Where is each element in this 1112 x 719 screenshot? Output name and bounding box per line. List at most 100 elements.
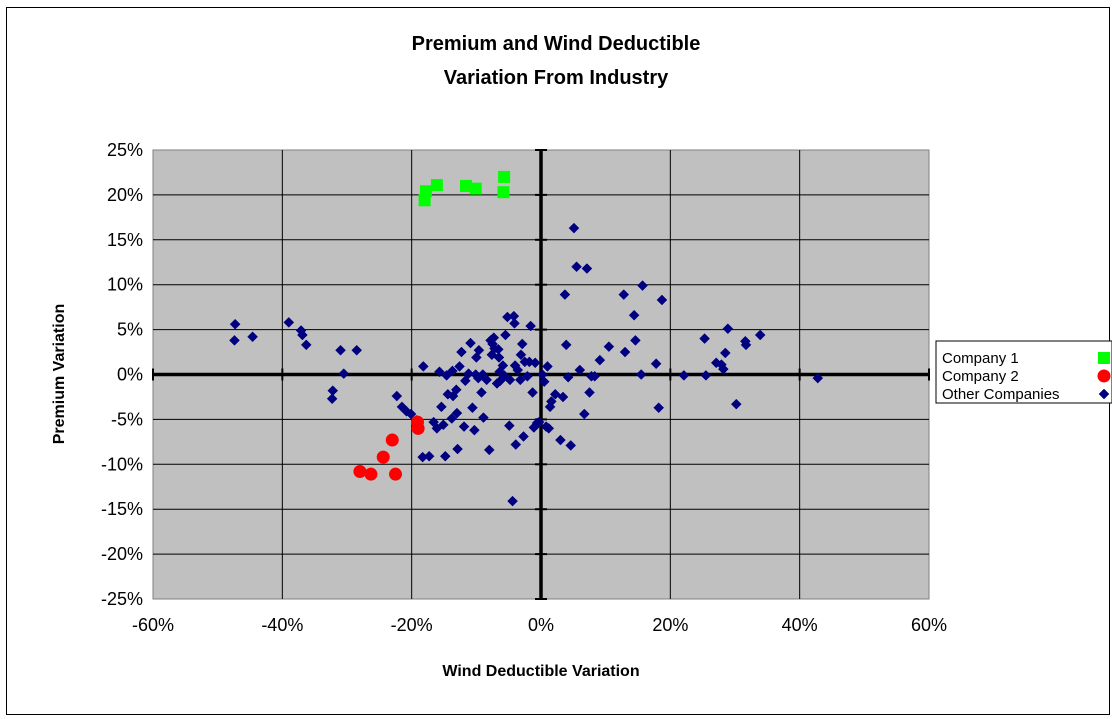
other-company-point [565, 440, 577, 451]
other-company-point [481, 374, 493, 386]
other-company-point [297, 329, 308, 341]
company-1-point [497, 186, 510, 199]
other-company-point [335, 344, 346, 356]
other-company-point [571, 261, 582, 273]
other-company-point [578, 408, 590, 420]
other-company-point [557, 391, 569, 403]
other-company-point [509, 317, 520, 329]
other-company-point [555, 434, 566, 446]
other-company-point [527, 387, 538, 398]
other-company-point [812, 372, 824, 384]
other-company-point [522, 370, 533, 382]
other-company-point [699, 333, 710, 344]
other-company-point [473, 344, 485, 356]
other-company-point [635, 369, 647, 380]
other-company-point [417, 361, 429, 372]
chart-title-line-2: Variation From Industry [444, 67, 669, 89]
other-company-point [630, 335, 641, 346]
x-tick-label: -20% [391, 615, 433, 635]
other-company-point [740, 339, 752, 351]
other-company-point [529, 357, 541, 369]
other-company-point [467, 402, 478, 414]
company-2-point [364, 467, 378, 481]
other-company-point [656, 294, 668, 306]
company-2-point [385, 433, 399, 447]
other-company-point [247, 331, 258, 343]
other-company-point [543, 423, 555, 434]
other-company-point [560, 339, 572, 351]
company-2-point [353, 464, 367, 478]
other-company-point [618, 289, 630, 300]
other-company-point [619, 346, 631, 358]
other-company-point [447, 365, 458, 377]
other-company-point [454, 361, 465, 372]
other-company-point [525, 320, 537, 332]
other-company-point [451, 407, 463, 419]
y-tick-label: 10% [107, 275, 143, 295]
other-company-point [300, 339, 312, 351]
other-company-point [518, 431, 529, 442]
other-company-point [516, 338, 528, 350]
other-company-point [754, 329, 766, 341]
x-tick-label: 20% [652, 615, 688, 635]
company-1-point [469, 182, 482, 195]
other-company-point [465, 337, 476, 349]
other-company-point [478, 412, 489, 423]
x-tick-label: 60% [911, 615, 947, 635]
data-points [229, 170, 824, 507]
other-company-point [549, 388, 561, 400]
other-company-point [326, 393, 338, 405]
other-company-point [678, 370, 690, 381]
other-company-point [456, 346, 467, 358]
company-1-point [419, 185, 432, 198]
other-company-point [504, 374, 516, 386]
x-tick-label: -60% [132, 615, 174, 635]
other-company-point [514, 374, 526, 386]
other-company-point [568, 222, 580, 234]
other-company-point [450, 384, 462, 396]
other-company-point [730, 398, 742, 410]
chart-title-line-1: Premium and Wind Deductible [412, 33, 701, 55]
y-tick-label: -25% [101, 589, 143, 609]
other-company-point [229, 335, 240, 346]
other-company-point [391, 390, 403, 402]
other-company-point [338, 368, 350, 379]
other-company-point [515, 349, 527, 361]
y-tick-label: 5% [117, 320, 143, 340]
other-company-point [500, 329, 511, 341]
y-axis-label: Premium Variation [51, 304, 68, 445]
other-company-point [538, 376, 550, 388]
other-company-point [437, 419, 449, 431]
legend-label: Other Companies [942, 386, 1060, 403]
other-company-point [603, 341, 615, 353]
other-company-point [722, 323, 734, 335]
y-tick-label: -5% [111, 409, 143, 429]
legend-box [935, 340, 1112, 404]
y-tick-label: -20% [101, 544, 143, 564]
other-company-point [637, 280, 648, 291]
other-company-point [503, 420, 515, 432]
other-company-point [581, 263, 593, 274]
company-2-point [411, 421, 425, 435]
other-company-point [584, 387, 595, 398]
other-company-point [559, 289, 571, 300]
other-company-point [458, 421, 470, 432]
x-tick-label: -40% [261, 615, 303, 635]
legend-marker [1097, 369, 1111, 383]
legend-marker [1098, 388, 1110, 400]
other-company-point [719, 347, 731, 359]
other-company-point [589, 370, 601, 382]
other-company-point [507, 495, 518, 507]
other-company-point [283, 317, 295, 328]
other-company-point [574, 364, 586, 376]
other-company-point [510, 439, 522, 450]
other-company-point [650, 358, 662, 370]
other-company-point [542, 361, 553, 372]
y-tick-label: 20% [107, 185, 143, 205]
other-company-point [476, 387, 487, 398]
other-company-point [436, 401, 447, 413]
other-company-point [562, 371, 574, 383]
tick-labels: 25% 20% 15% 10% 5% 0% -5% -10% -15% -20% -25% -60% -… [101, 140, 947, 635]
other-company-point [405, 408, 417, 420]
